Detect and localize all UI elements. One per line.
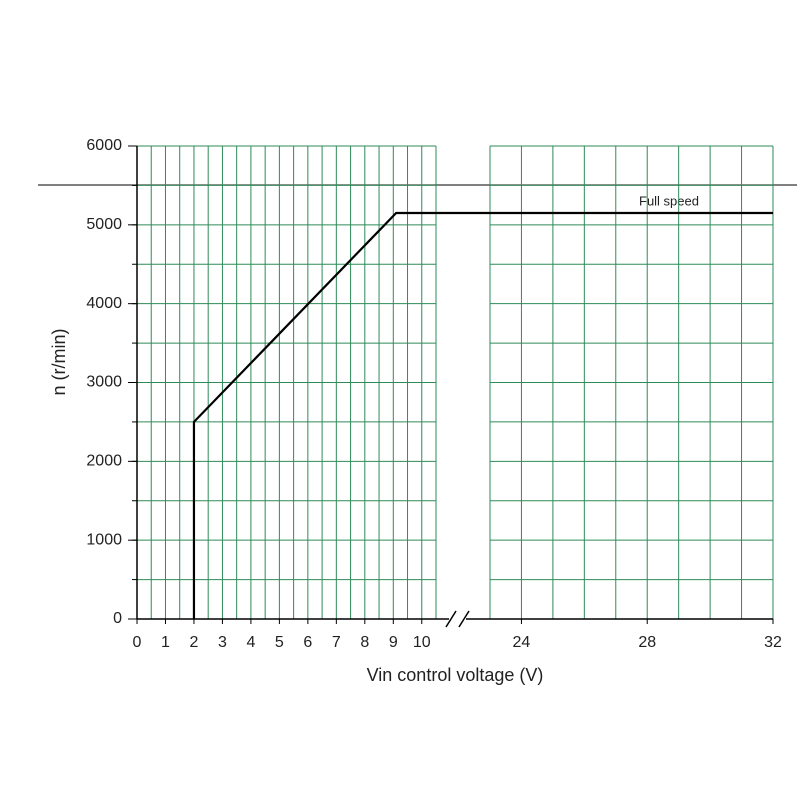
- y-tick-label: 2000: [86, 453, 122, 470]
- y-tick-label: 3000: [86, 374, 122, 391]
- x-tick-label: 10: [413, 634, 431, 651]
- annotation: Full speed: [639, 193, 699, 208]
- x-tick-label: 0: [133, 634, 142, 651]
- x-tick-label: 28: [638, 634, 656, 651]
- x-tick-label: 1: [161, 634, 170, 651]
- y-tick-label: 6000: [86, 137, 122, 154]
- x-tick-label: 24: [513, 634, 531, 651]
- y-tick-label: 5000: [86, 216, 122, 233]
- y-tick-label: 1000: [86, 531, 122, 548]
- x-tick-label: 7: [332, 634, 341, 651]
- x-tick-label: 32: [764, 634, 782, 651]
- x-tick-label: 3: [218, 634, 227, 651]
- x-tick-label: 5: [275, 634, 284, 651]
- x-tick-label: 6: [303, 634, 312, 651]
- line-series: [192, 211, 773, 619]
- axis-break: [458, 610, 470, 628]
- y-axis-label: n (r/min): [49, 329, 69, 396]
- y-tick-label: 4000: [86, 295, 122, 312]
- x-tick-label: 8: [360, 634, 369, 651]
- x-axis-label: Vin control voltage (V): [367, 665, 544, 685]
- axis-break: [445, 610, 457, 628]
- y-tick-label: 0: [113, 610, 122, 627]
- x-tick-label: 2: [189, 634, 198, 651]
- x-tick-label: 9: [389, 634, 398, 651]
- x-tick-label: 4: [246, 634, 255, 651]
